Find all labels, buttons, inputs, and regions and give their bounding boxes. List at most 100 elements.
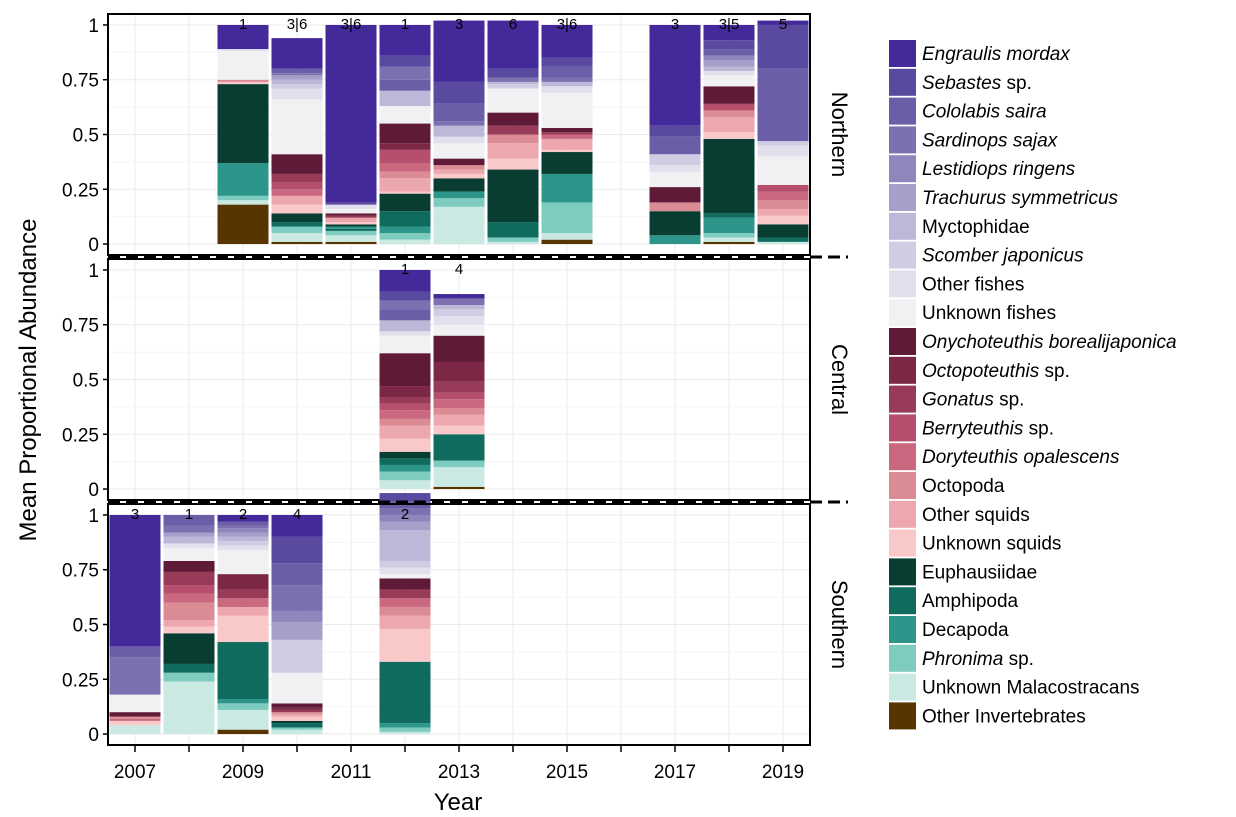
bar-segment — [379, 55, 431, 67]
bar-segment — [217, 545, 269, 551]
bar-segment — [649, 24, 701, 126]
bar-segment — [433, 486, 485, 490]
bar-segment — [379, 171, 431, 179]
bar-segment — [217, 528, 269, 533]
bar-segment — [379, 615, 431, 629]
bar-segment — [433, 20, 485, 82]
bar-northern-2010: 3|6 — [271, 16, 323, 245]
bar-segment — [271, 241, 323, 245]
legend-item: Octopoteuthis sp. — [889, 356, 1070, 384]
legend-swatch — [889, 68, 916, 96]
bar-segment — [541, 92, 593, 128]
legend-item: Euphausiidae — [889, 558, 1037, 586]
bar-segment — [433, 361, 485, 382]
legend-item: Amphipoda — [889, 587, 1019, 615]
bar-segment — [433, 298, 485, 306]
bar-segment — [433, 206, 485, 245]
bar-segment — [703, 237, 755, 242]
bar-segment — [433, 392, 485, 400]
legend-item: Lestidiops ringens — [889, 155, 1076, 183]
bar-segment — [703, 60, 755, 67]
bar-segment — [325, 228, 377, 231]
legend-item: Unknown fishes — [889, 299, 1056, 327]
sample-size-label: 6 — [509, 16, 517, 33]
legend-label: Octopoteuthis sp. — [922, 361, 1070, 382]
bar-segment — [379, 727, 431, 732]
legend-label: Other squids — [922, 505, 1030, 526]
sample-size-label: 1 — [185, 506, 193, 523]
bar-segment — [703, 217, 755, 234]
bar-segment — [217, 84, 269, 163]
x-tick-label: 2007 — [114, 762, 156, 783]
bar-northern-2009: 1 — [217, 16, 269, 245]
bar-segment — [487, 222, 539, 238]
y-tick-label: 0 — [88, 480, 99, 501]
legend-swatch — [889, 443, 916, 471]
bar-segment — [271, 707, 323, 710]
bar-segment — [433, 467, 485, 487]
bar-segment — [163, 560, 215, 572]
bar-segment — [217, 698, 269, 704]
y-tick-label: 1 — [88, 16, 99, 37]
bar-segment — [379, 269, 431, 292]
bar-segment — [271, 88, 323, 100]
panel-southern: 3 1 2 4 2 0 0.25 0.5 0.75 1 Southern — [62, 493, 852, 746]
legend-label: Onychoteuthis borealijaponica — [922, 332, 1177, 353]
bar-segment — [271, 536, 323, 564]
bar-segment — [541, 134, 593, 139]
bar-segment — [703, 103, 755, 111]
legend-label: Berryteuthis sp. — [922, 418, 1054, 439]
bar-segment — [433, 399, 485, 408]
bar-segment — [649, 136, 701, 155]
legend-label: Sebastes sp. — [922, 73, 1032, 94]
bar-segment — [433, 178, 485, 192]
bar-segment — [487, 81, 539, 85]
bar-segment — [649, 125, 701, 137]
bar-segment — [433, 434, 485, 461]
legend-swatch — [889, 414, 916, 442]
bar-segment — [487, 237, 539, 242]
bar-segment — [433, 309, 485, 316]
legend-swatch — [889, 40, 916, 67]
bar-segment — [325, 217, 377, 223]
bar-segment — [271, 79, 323, 85]
bar-central-2013: 4 — [433, 261, 485, 490]
bar-segment — [433, 315, 485, 325]
legend-item: Unknown Malacostracans — [889, 673, 1140, 701]
panel-border — [107, 258, 811, 501]
legend-item: Engraulis mordax — [889, 40, 1071, 67]
bar-segment — [217, 49, 269, 52]
bar-segment — [757, 141, 809, 146]
bar-segment — [487, 134, 539, 144]
bar-segment — [379, 90, 431, 107]
bar-segment — [163, 593, 215, 603]
y-tick-label: 0.25 — [62, 670, 99, 691]
bar-segment — [217, 162, 269, 196]
x-tick-label: 2015 — [546, 762, 588, 783]
y-tick-label: 0.5 — [73, 616, 99, 637]
y-tick-label: 0.75 — [62, 561, 99, 582]
bar-segment — [379, 233, 431, 240]
bar-segment — [379, 291, 431, 301]
bar-segment — [271, 723, 323, 728]
legend-label: Trachurus symmetricus — [922, 188, 1119, 209]
bar-segment — [757, 24, 809, 69]
bar-segment — [379, 574, 431, 579]
bar-segment — [379, 331, 431, 336]
bar-segment — [541, 57, 593, 67]
bar-segment — [217, 532, 269, 537]
bar-segment — [163, 532, 215, 537]
bar-segment — [541, 66, 593, 78]
legend-item: Other fishes — [889, 270, 1024, 298]
bar-segment — [271, 213, 323, 223]
bar-segment — [379, 410, 431, 419]
bar-segment — [541, 24, 593, 58]
bar-segment — [163, 602, 215, 621]
bar-segment — [541, 138, 593, 150]
bar-segment — [757, 68, 809, 142]
bar-segment — [379, 480, 431, 490]
bar-segment — [379, 66, 431, 80]
bar-segment — [379, 458, 431, 465]
legend-label: Doryteuthis opalescens — [922, 447, 1120, 468]
